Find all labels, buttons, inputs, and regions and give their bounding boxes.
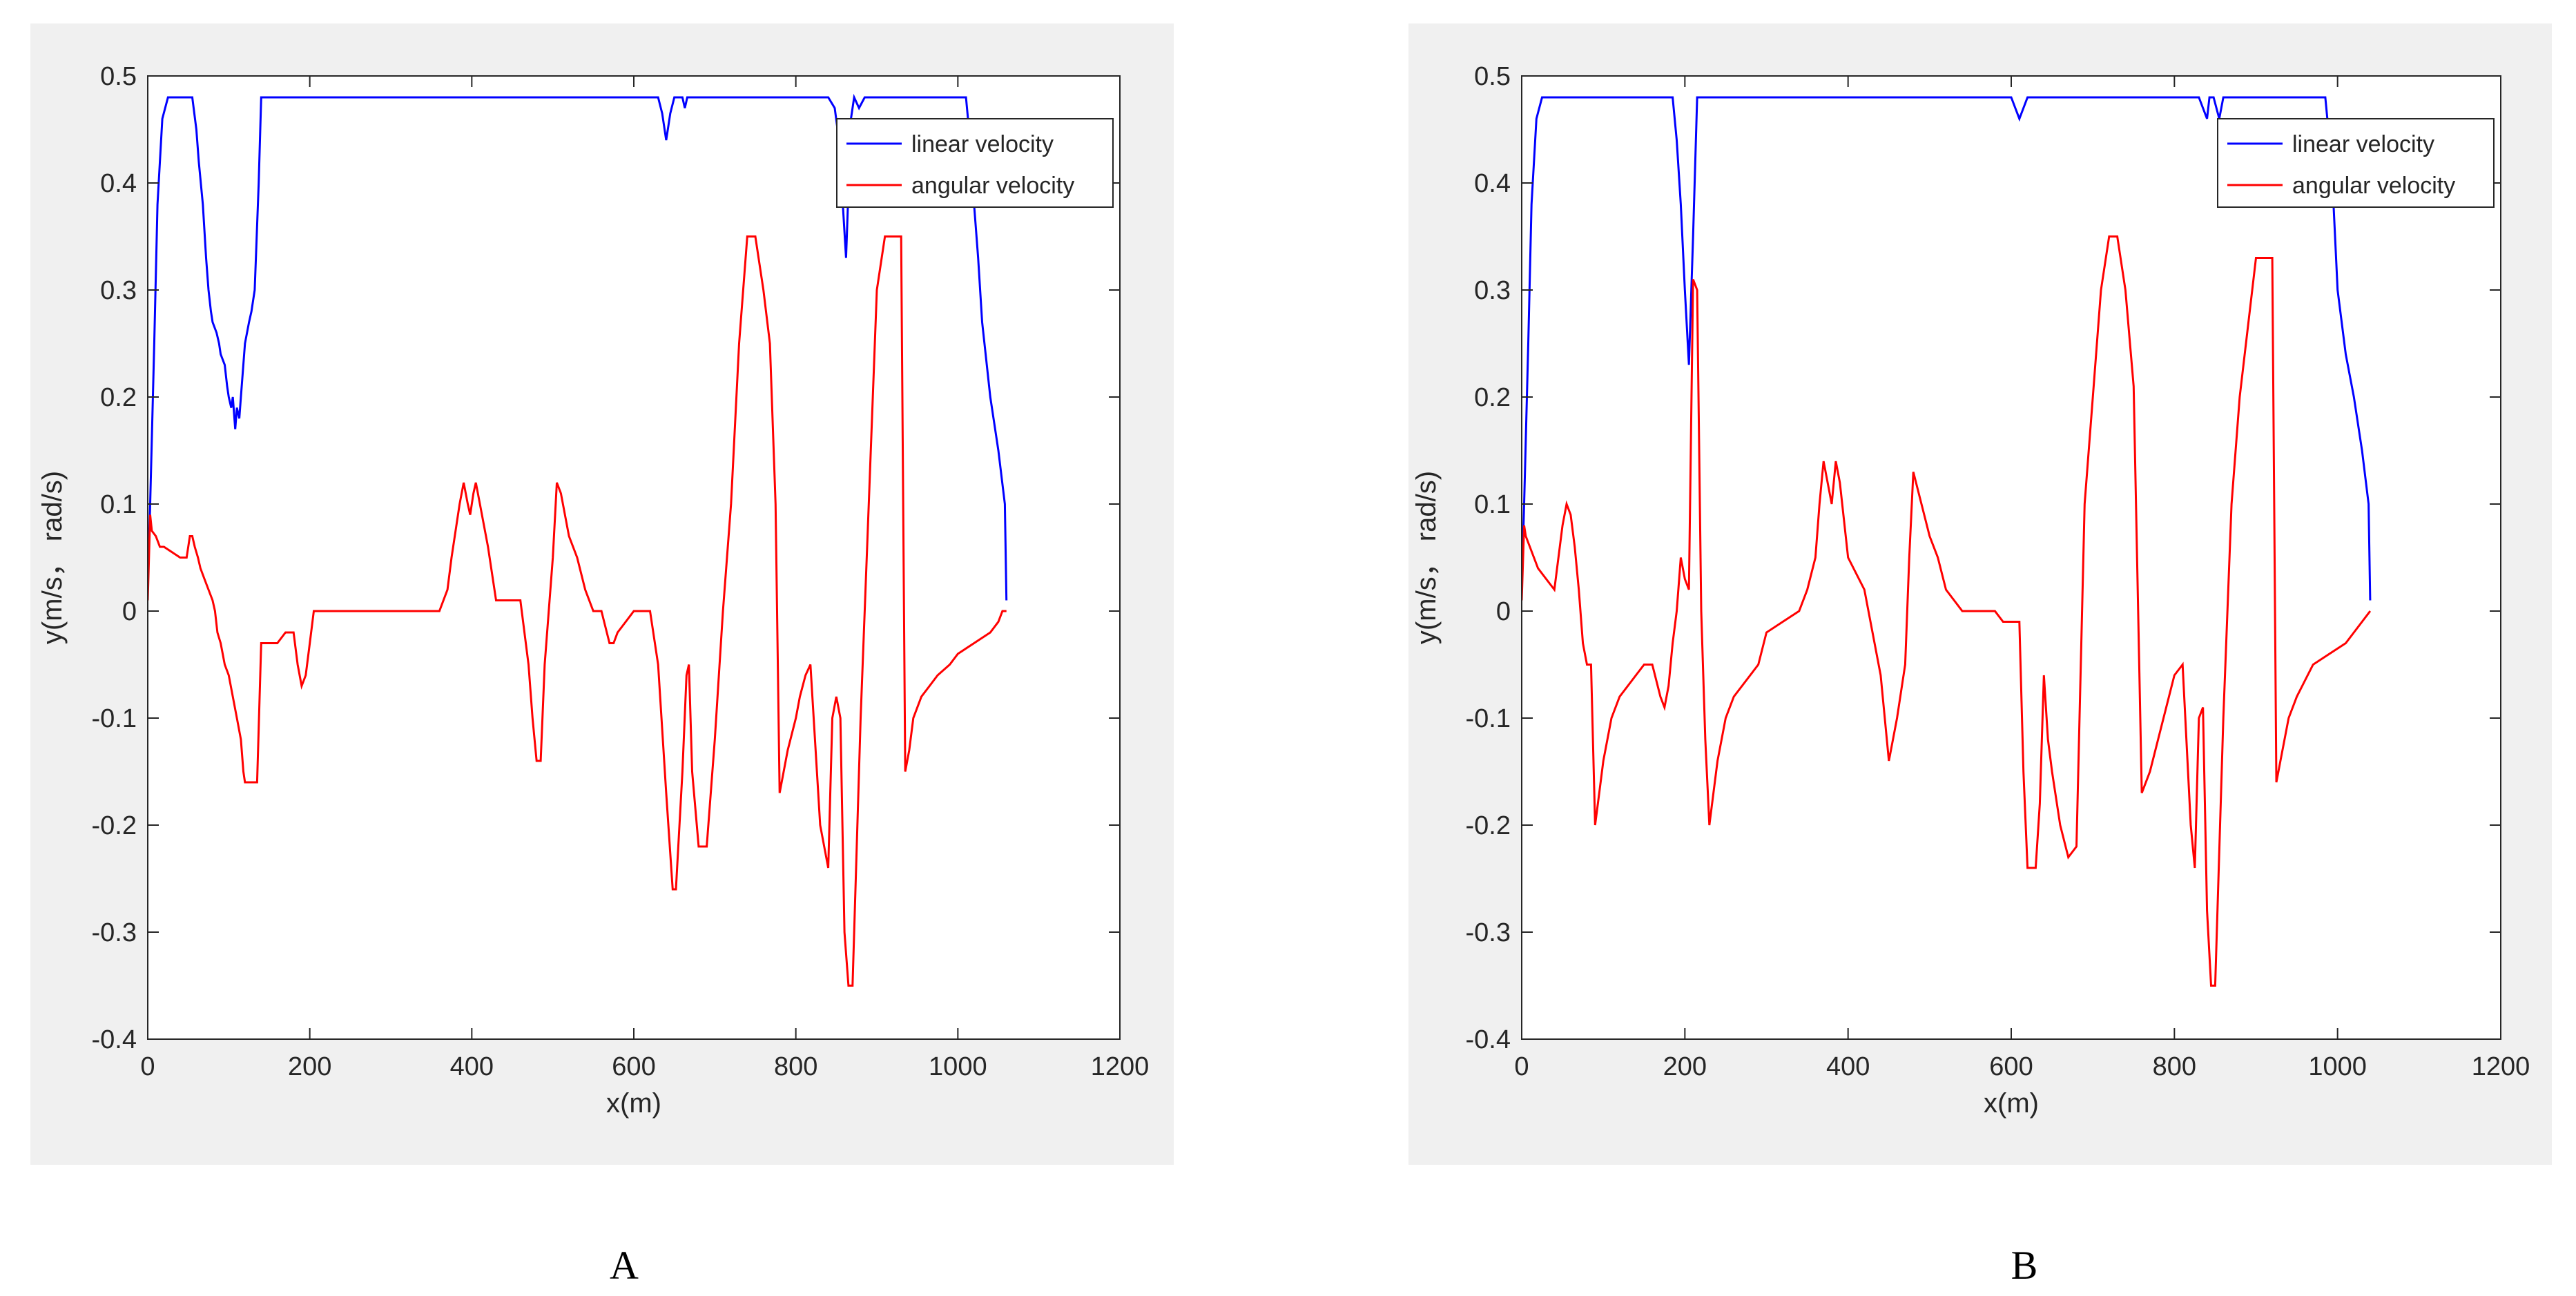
plot-area [1522,76,2501,1039]
y-tick-label: 0.1 [1474,490,1511,519]
plot-area [148,76,1120,1039]
x-tick-label: 1000 [2308,1052,2367,1081]
y-tick-label: 0.3 [1474,276,1511,305]
y-tick-label: 0.3 [100,276,137,305]
y-tick-label: -0.4 [92,1025,137,1054]
y-tick-label: 0.4 [100,169,137,198]
x-tick-label: 200 [288,1052,331,1081]
y-tick-label: -0.3 [1466,918,1511,947]
legend-entry-angular-velocity: angular velocity [2292,173,2455,199]
panel-label: B [2011,1243,2038,1288]
x-tick-label: 0 [140,1052,155,1081]
x-axis-label: x(m) [606,1088,661,1119]
y-tick-label: 0 [122,597,137,626]
legend-box [836,118,1114,208]
y-axis-label: y(m/s， rad/s) [37,471,68,644]
panel-label: A [610,1243,639,1288]
legend: linear velocity angular velocity [2217,118,2495,208]
x-axis-label: x(m) [1984,1088,2039,1119]
legend: linear velocity angular velocity [836,118,1114,208]
x-tick-label: 800 [774,1052,817,1081]
y-tick-label: -0.3 [92,918,137,947]
y-tick-label: -0.2 [92,811,137,840]
legend-box [2217,118,2495,208]
x-tick-label: 400 [450,1052,494,1081]
legend-entry-angular-velocity: angular velocity [911,173,1074,199]
y-tick-label: 0.2 [1474,383,1511,412]
y-tick-label: 0.2 [100,383,137,412]
series-line-linear-velocity [148,93,1008,601]
series-line-angular-velocity [1522,235,2372,987]
chart-panel-b: 0 200 400 600 800 1000 1200 -0.4 -0.3 -0.2 -0.1 0 0.… [1408,23,2552,1288]
x-tick-label: 1200 [1091,1052,1150,1081]
series-line-angular-velocity [148,235,1007,987]
y-tick-label: 0.1 [100,490,137,519]
x-tick-label: 600 [612,1052,655,1081]
x-tick-label: 800 [2153,1052,2196,1081]
chart-panel-a: 0 200 400 600 800 1000 1200 -0.4 -0.3 -0.2 -0.1 0 0.… [30,23,1174,1288]
y-tick-label: -0.1 [92,704,137,733]
y-tick-label: -0.1 [1466,704,1511,733]
series-line-linear-velocity [1522,96,2372,601]
y-tick-label: 0 [1496,597,1511,626]
y-tick-label: -0.2 [1466,811,1511,840]
y-tick-label: 0.5 [100,62,137,91]
x-tick-label: 1000 [929,1052,987,1081]
legend-entry-linear-velocity: linear velocity [2292,131,2434,157]
y-tick-label: 0.5 [1474,62,1511,91]
x-tick-label: 600 [1989,1052,2033,1081]
x-tick-label: 400 [1826,1052,1870,1081]
legend-entry-linear-velocity: linear velocity [911,131,1054,157]
x-tick-label: 1200 [2472,1052,2530,1081]
y-tick-label: 0.4 [1474,169,1511,198]
x-tick-label: 0 [1514,1052,1529,1081]
y-tick-label: -0.4 [1466,1025,1511,1054]
x-tick-label: 200 [1663,1052,1707,1081]
y-axis-label: y(m/s， rad/s) [1411,471,1442,644]
